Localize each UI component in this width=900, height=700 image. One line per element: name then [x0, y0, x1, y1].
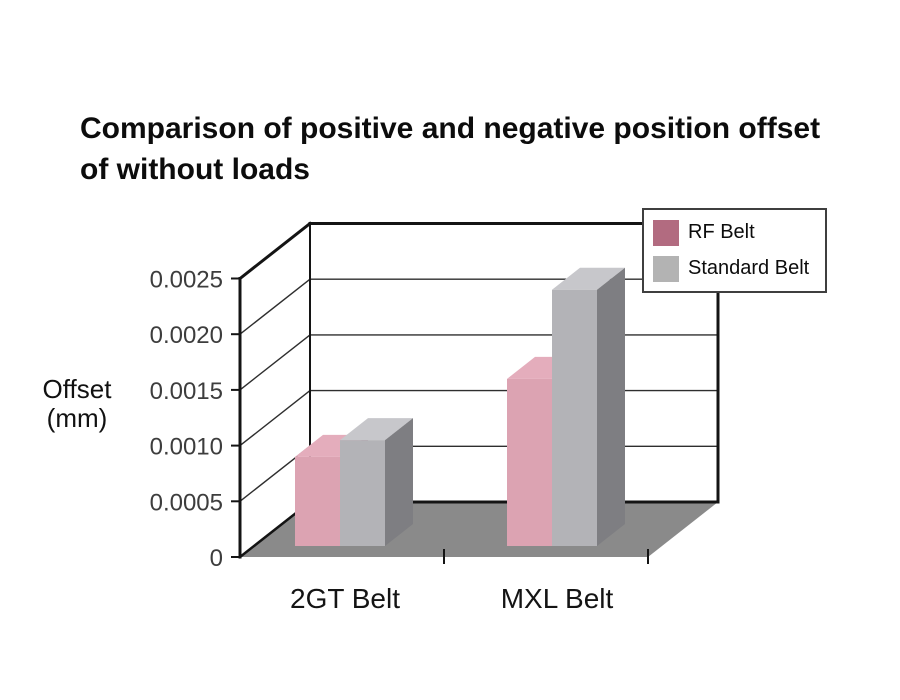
legend-item-rf-belt: RF Belt — [653, 219, 825, 246]
bar-top-face — [340, 418, 413, 441]
gridline-side — [239, 390, 311, 447]
legend-label-standard-belt: Standard Belt — [688, 257, 810, 279]
chart-title-line-1: Comparison of positive and negative posi… — [80, 112, 821, 145]
gridline-side — [239, 334, 311, 391]
gridline-side — [239, 278, 311, 335]
bar-standard-belt-2gt-belt — [340, 418, 413, 546]
legend-swatch-rf-belt — [653, 219, 679, 246]
legend-item-standard-belt: Standard Belt — [653, 255, 825, 282]
bar-top-face — [552, 267, 625, 290]
y-axis-title: Offset (mm) — [22, 375, 132, 433]
legend: RF Belt Standard Belt — [642, 208, 827, 293]
chart-title-line-2: of without loads — [80, 153, 310, 186]
y-tick-label: 0.0020 — [150, 322, 223, 349]
legend-label-rf-belt: RF Belt — [688, 221, 755, 243]
bar-front-face — [340, 440, 385, 546]
bar-front-face — [552, 289, 597, 546]
legend-swatch-standard-belt — [653, 255, 679, 282]
y-tick-label: 0 — [210, 545, 223, 572]
x-category-label: MXL Belt — [501, 583, 614, 614]
bar-standard-belt-mxl-belt — [552, 267, 625, 546]
bar-side-face — [385, 418, 413, 546]
y-axis-title-line-1: Offset — [42, 374, 112, 404]
bar-front-face — [295, 456, 340, 546]
y-axis-title-line-2: (mm) — [46, 403, 108, 433]
y-tick-label: 0.0005 — [150, 489, 223, 516]
bar-front-face — [507, 378, 552, 546]
x-category-label: 2GT Belt — [290, 583, 400, 614]
top-left-edge — [237, 221, 313, 281]
side-wall — [240, 223, 310, 557]
y-tick-label: 0.0025 — [150, 267, 223, 294]
y-tick-label: 0.0010 — [150, 434, 223, 461]
bar-side-face — [597, 267, 625, 546]
chart-title: Comparison of positive and negative posi… — [80, 108, 880, 190]
y-tick-label: 0.0015 — [150, 378, 223, 405]
